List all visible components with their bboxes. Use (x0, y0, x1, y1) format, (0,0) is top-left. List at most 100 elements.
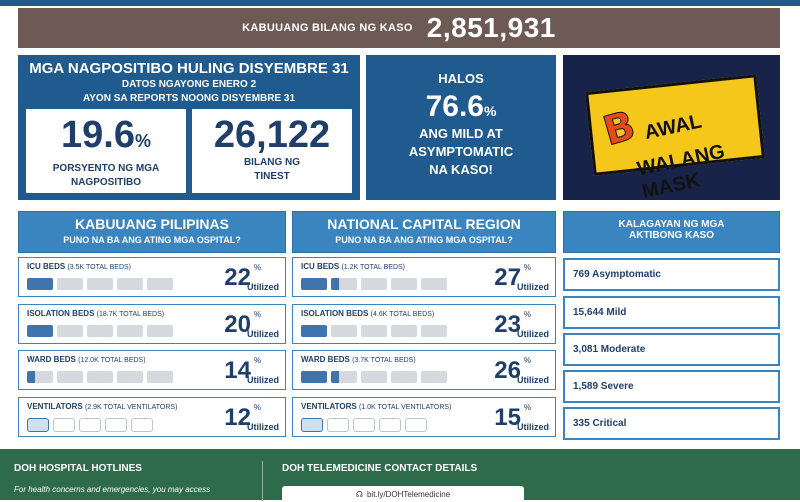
ventilator-icon (405, 418, 427, 432)
bed-icon-row (27, 325, 173, 337)
bed-icon (391, 278, 417, 290)
tested-caption2: TINEST (254, 171, 290, 182)
bed-utilization-value: 26 (494, 357, 521, 384)
ventilator-icon (131, 418, 153, 432)
philippines-header: KABUUANG PILIPINAS PUNO NA BA ANG ATING … (18, 211, 286, 253)
bed-label: VENTILATORS (2.9K TOTAL VENTILATORS) (27, 402, 178, 411)
positivity-rate-value: 19.6 (61, 114, 135, 156)
tested-count-box: 26,122 BILANG NG TINEST (192, 109, 352, 193)
bed-utilization-value: 22 (224, 264, 251, 291)
bed-icon (391, 325, 417, 337)
bed-utilization-value: 27 (494, 264, 521, 291)
bed-utilization-unit: % (253, 310, 261, 319)
philippines-bed-card: ICU BEDS (3.5K TOTAL BEDS) 22% Utilized (18, 257, 286, 297)
mask-banner: B AWAL WALANG MASK (563, 55, 780, 200)
bed-icon (361, 325, 387, 337)
ventilator-icon (301, 418, 323, 432)
bed-icon (421, 371, 447, 383)
bed-utilized-label: Utilized (246, 375, 279, 385)
bed-icon (87, 325, 113, 337)
philippines-bed-card: WARD BEDS (12.0K TOTAL BEDS) 14% Utilized (18, 350, 286, 390)
bed-icon (27, 371, 53, 383)
bed-icon (301, 278, 327, 290)
bed-icon-row (301, 278, 447, 290)
philippines-subtitle: PUNO NA BA ANG ATING MGA OSPITAL? (63, 235, 241, 245)
ncr-title: NATIONAL CAPITAL REGION (327, 216, 521, 232)
bed-utilized-label: Utilized (246, 422, 279, 432)
telemedicine-link[interactable]: ☊ bit.ly/DOHTelemedicine (282, 486, 524, 502)
bed-icon (301, 371, 327, 383)
tested-caption1: BILANG NG (243, 157, 301, 168)
ventilator-icon (353, 418, 375, 432)
bed-utilized-label: Utilized (516, 329, 549, 339)
bed-utilization-unit: % (523, 310, 531, 319)
mild-line4: NA KASO! (429, 162, 493, 177)
positivity-panel: MGA NAGPOSITIBO HULING DISYEMBRE 31 DATO… (18, 55, 360, 200)
bed-icon (87, 371, 113, 383)
tested-count-value: 26,122 (213, 114, 331, 156)
bed-icon-row (27, 278, 173, 290)
bed-utilized-label: Utilized (246, 329, 279, 339)
mild-line1: HALOS (438, 71, 484, 86)
ncr-bed-card: ICU BEDS (1.2K TOTAL BEDS) 27% Utilized (292, 257, 556, 297)
ncr-bed-card: WARD BEDS (3.7K TOTAL BEDS) 26% Utilized (292, 350, 556, 390)
bed-label: WARD BEDS (12.0K TOTAL BEDS) (27, 355, 146, 364)
bed-icon (147, 278, 173, 290)
active-title1: KALAGAYAN NG MGA (618, 219, 725, 230)
mild-cases-panel: HALOS 76.6% ANG MILD AT ASYMPTOMATIC NA … (366, 55, 556, 200)
mild-line3: ASYMPTOMATIC (408, 144, 514, 159)
bed-icon (421, 325, 447, 337)
active-cases-header: KALAGAYAN NG MGA AKTIBONG KASO (563, 211, 780, 253)
active-title2: AKTIBONG KASO (629, 230, 714, 241)
bed-utilization-unit: % (523, 403, 531, 412)
bed-utilization-unit: % (253, 263, 261, 272)
bed-utilization-value: 12 (224, 404, 251, 431)
positivity-rate-box: 19.6% PORSYENTO NG MGA NAGPOSITIBO (26, 109, 186, 193)
philippines-title: KABUUANG PILIPINAS (74, 216, 229, 232)
bed-icon (421, 278, 447, 290)
ventilator-icon (105, 418, 127, 432)
bed-icon-row (301, 371, 447, 383)
ventilator-icon (327, 418, 349, 432)
hotlines-text: For health concerns and emergencies, you… (14, 485, 211, 494)
active-case-item: 335 Critical (563, 407, 780, 440)
bed-icon (391, 371, 417, 383)
mild-line2: ANG MILD AT (419, 126, 503, 141)
bed-icon-row (301, 325, 447, 337)
hotlines-title: DOH HOSPITAL HOTLINES (14, 463, 142, 474)
headset-icon: ☊ (355, 489, 363, 499)
bed-utilization-value: 14 (224, 357, 251, 384)
bed-label: ICU BEDS (1.2K TOTAL BEDS) (301, 262, 406, 271)
bed-utilized-label: Utilized (516, 282, 549, 292)
bed-icon (117, 278, 143, 290)
ncr-bed-card: VENTILATORS (1.0K TOTAL VENTILATORS) 15% U… (292, 397, 556, 437)
bed-icon (361, 278, 387, 290)
philippines-bed-card: ISOLATION BEDS (18.7K TOTAL BEDS) 20% Util… (18, 304, 286, 344)
ventilator-icon (53, 418, 75, 432)
mask-banner-letter: B (598, 102, 641, 156)
mild-value: 76.6 (425, 90, 484, 123)
top-strip (0, 0, 800, 6)
bed-icon (301, 325, 327, 337)
bed-icon-row (27, 418, 153, 432)
bed-icon (117, 371, 143, 383)
bed-icon (331, 278, 357, 290)
bed-icon (331, 371, 357, 383)
bed-utilized-label: Utilized (516, 422, 549, 432)
bed-label: WARD BEDS (3.7K TOTAL BEDS) (301, 355, 416, 364)
bed-icon (57, 371, 83, 383)
positivity-rate-unit: % (134, 131, 151, 151)
bed-icon (27, 278, 53, 290)
ncr-bed-card: ISOLATION BEDS (4.6K TOTAL BEDS) 23% Utili… (292, 304, 556, 344)
positivity-title: MGA NAGPOSITIBO HULING DISYEMBRE 31 (29, 60, 349, 77)
bed-icon (57, 278, 83, 290)
bed-icon-row (301, 418, 427, 432)
bed-utilization-value: 15 (494, 404, 521, 431)
bed-utilization-unit: % (523, 263, 531, 272)
bed-utilization-value: 20 (224, 311, 251, 338)
bed-icon (27, 325, 53, 337)
bed-utilization-unit: % (253, 403, 261, 412)
bed-icon (331, 325, 357, 337)
bed-label: ICU BEDS (3.5K TOTAL BEDS) (27, 262, 132, 271)
total-cases-bar: KABUUANG BILANG NG KASO 2,851,931 (18, 8, 780, 48)
